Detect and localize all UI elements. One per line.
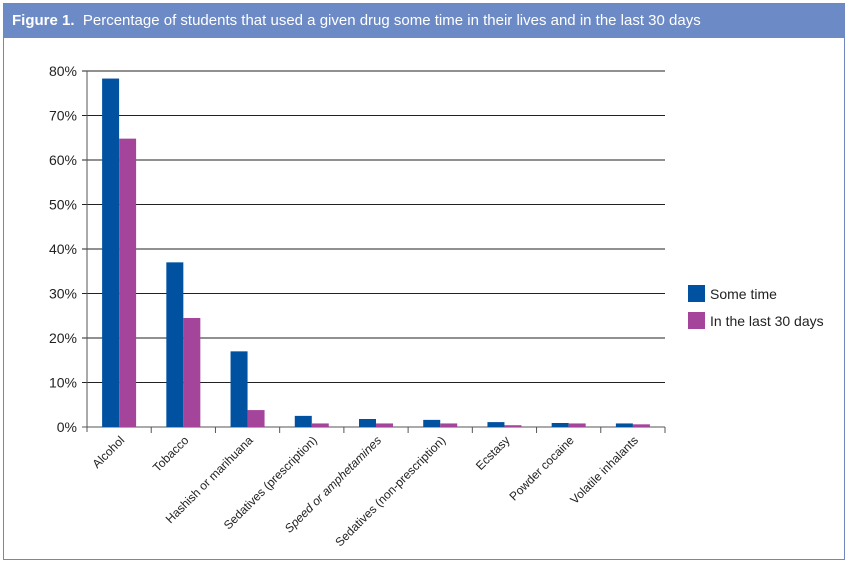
bar-last-30-days	[376, 423, 393, 427]
y-tick-label: 50%	[49, 197, 77, 213]
bar-some-time	[359, 418, 376, 427]
bar-last-30-days	[504, 425, 522, 427]
bar-some-time	[551, 422, 569, 427]
figure-frame: Figure 1. Percentage of students that us…	[3, 3, 845, 560]
y-tick-label: 40%	[49, 241, 77, 257]
legend-label: Some time	[710, 286, 777, 302]
y-tick-label: 70%	[49, 108, 77, 124]
y-tick-label: 60%	[49, 152, 77, 168]
bar-some-time	[423, 419, 441, 427]
x-tick-label: Sedatives (non-prescription)	[332, 433, 448, 549]
bar-some-time	[487, 422, 505, 427]
x-tick-label: Tobacco	[150, 433, 192, 475]
x-tick-label: Powder cocaine	[507, 433, 578, 504]
x-tick-label: Volatile inhalants	[567, 433, 641, 507]
legend-swatch	[688, 285, 705, 302]
bar-some-time	[102, 78, 120, 427]
bar-last-30-days	[311, 423, 329, 427]
bar-last-30-days	[247, 410, 265, 427]
bar-some-time	[294, 415, 312, 427]
bar-last-30-days	[440, 423, 458, 427]
figure-label: Figure 1.	[12, 12, 75, 29]
bar-last-30-days	[183, 317, 201, 427]
y-tick-label: 0%	[57, 419, 77, 435]
bar-last-30-days	[568, 423, 586, 427]
bar-some-time	[166, 262, 184, 427]
x-tick-label: Ecstasy	[473, 433, 513, 473]
bar-last-30-days	[119, 138, 137, 427]
bar-some-time	[615, 423, 633, 427]
y-tick-label: 20%	[49, 330, 77, 346]
y-tick-label: 30%	[49, 286, 77, 302]
legend-label: In the last 30 days	[710, 313, 824, 329]
figure-title: Figure 1. Percentage of students that us…	[4, 4, 844, 38]
x-tick-label: Alcohol	[90, 433, 128, 471]
bar-some-time	[230, 351, 248, 427]
y-tick-label: 10%	[49, 375, 77, 391]
title-text: Percentage of students that used a given…	[82, 12, 701, 29]
y-tick-label: 80%	[49, 63, 77, 79]
legend-swatch	[688, 312, 705, 329]
bar-last-30-days	[632, 424, 650, 427]
